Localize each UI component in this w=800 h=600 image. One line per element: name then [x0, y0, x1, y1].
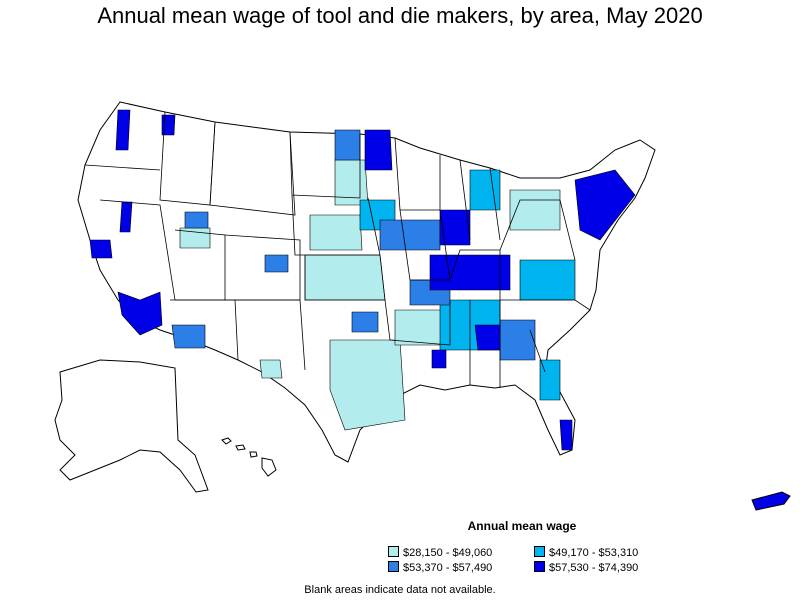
legend-swatch-2	[534, 546, 545, 557]
area-fills	[89, 109, 636, 451]
legend-label-1: $28,150 - $49,060	[403, 547, 493, 559]
legend-label-4: $57,530 - $74,390	[549, 562, 639, 574]
footnote: Blank areas indicate data not available.	[304, 584, 496, 596]
legend-swatch-3	[388, 561, 399, 572]
legend-item-3: $53,370 - $57,490	[388, 561, 492, 575]
legend-label-2: $49,170 - $53,310	[549, 547, 639, 559]
legend-item-4: $57,530 - $74,390	[534, 561, 638, 575]
puerto-rico-outline	[751, 491, 791, 511]
legend-item-2: $49,170 - $53,310	[534, 546, 638, 560]
legend-label-3: $53,370 - $57,490	[403, 562, 493, 574]
alaska-outline	[54, 359, 209, 493]
map-title: Annual mean wage of tool and die makers,…	[97, 3, 703, 28]
legend-item-1: $28,150 - $49,060	[388, 546, 492, 560]
state-borders	[84, 111, 591, 388]
legend-title: Annual mean wage	[467, 519, 577, 533]
hawaii-islands	[221, 437, 277, 477]
legend-swatch-1	[388, 546, 399, 557]
legend-swatch-4	[534, 561, 545, 572]
